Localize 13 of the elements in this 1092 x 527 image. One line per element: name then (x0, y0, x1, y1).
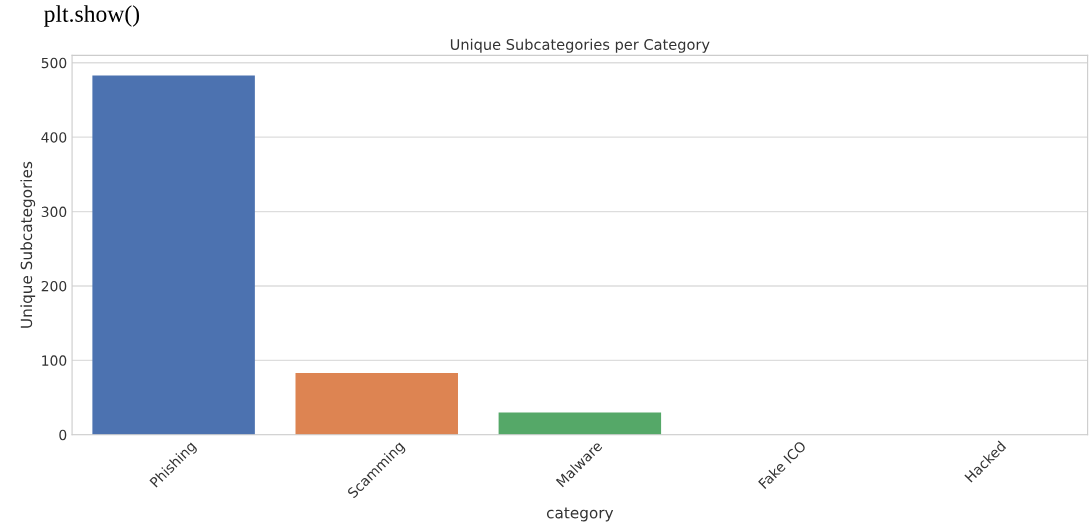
y-tick-label: 400 (41, 132, 67, 143)
y-tick-label: 0 (59, 429, 67, 441)
y-axis-title: Unique Subcategories (20, 161, 36, 328)
y-tick-label: 100 (42, 355, 67, 366)
text: plt.show() (44, 5, 140, 27)
y-tick-label: 500 (41, 57, 67, 69)
chart-title: Unique Subcategories per Category (450, 38, 710, 53)
y-tick-label: 200 (41, 280, 67, 292)
x-axis-title: category (546, 507, 614, 522)
bar (295, 373, 458, 435)
y-tick-label: 300 (41, 206, 67, 218)
bar (498, 412, 662, 435)
bar (92, 75, 255, 435)
